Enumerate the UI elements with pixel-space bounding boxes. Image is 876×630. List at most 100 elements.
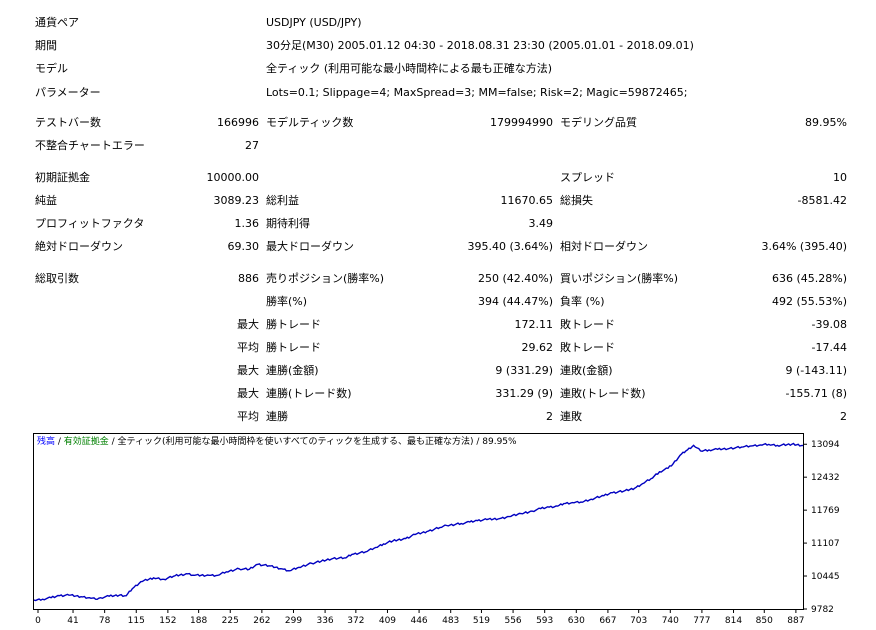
largest-loss-value: -39.08: [811, 318, 847, 331]
avg-cons-wins-value: 2: [546, 410, 553, 423]
x-tick-label: 41: [67, 616, 78, 626]
long-label: 買いポジション(勝率%): [560, 272, 679, 285]
largest-loss-label: 敗トレード: [560, 318, 615, 331]
win-value: 394 (44.47%): [477, 295, 553, 308]
max-cons-prefix: 最大: [237, 364, 259, 377]
ticks-label: モデルティック数: [266, 116, 354, 129]
short-label: 売りポジション(勝率%): [266, 272, 385, 285]
gross-loss-label: 総損失: [560, 194, 593, 207]
average-prefix: 平均: [237, 341, 259, 354]
y-tick-label: 10445: [811, 572, 840, 582]
payoff-label: 期待利得: [266, 217, 310, 230]
trades-value: 886: [238, 272, 259, 285]
x-axis: 0 41 78 115 152 188 225 262 299 336 372 409 446 483 51…: [35, 609, 804, 626]
rel-dd-label: 相対ドローダウン: [560, 240, 648, 253]
quality-label: モデリング品質: [560, 116, 637, 129]
chart-title-equity: 有効証拠金: [64, 435, 109, 447]
x-tick-label: 703: [630, 616, 647, 626]
max-dd-label: 最大ドローダウン: [266, 240, 354, 253]
largest-prefix: 最大: [237, 318, 259, 331]
balance-chart-svg: 残高 / 有効証拠金 / 全ティック(利用可能な最小時間枠を使いすべてのティック…: [33, 433, 840, 626]
spread-value: 10: [833, 171, 847, 184]
win-label: 勝率(%): [266, 295, 308, 308]
period-value: 30分足(M30) 2005.01.12 04:30 - 2018.08.31 …: [266, 39, 694, 52]
deposit-value: 10000.00: [206, 171, 260, 184]
x-tick-label: 850: [756, 616, 773, 626]
loss-label: 負率 (%): [560, 295, 605, 308]
max-cons-losses-label: 連敗(金額): [560, 364, 613, 377]
largest-win-label: 勝トレード: [266, 318, 321, 331]
pf-label: プロフィットファクタ: [35, 217, 145, 230]
x-tick-label: 262: [253, 616, 270, 626]
y-tick-label: 13094: [811, 440, 840, 450]
x-tick-label: 593: [536, 616, 553, 626]
max-cons-losses-value: 9 (-143.11): [785, 364, 847, 377]
x-tick-label: 225: [222, 616, 239, 626]
x-tick-label: 887: [787, 616, 804, 626]
x-tick-label: 152: [159, 616, 176, 626]
x-tick-label: 299: [285, 616, 302, 626]
loss-value: 492 (55.53%): [771, 295, 847, 308]
rel-dd-value: 3.64% (395.40): [761, 240, 847, 253]
net-label: 純益: [35, 194, 57, 207]
chart-title-sep: /: [55, 437, 64, 447]
x-tick-label: 188: [190, 616, 207, 626]
avg-cons-losses-value: 2: [840, 410, 847, 423]
avg-cons-wins-label: 連勝: [266, 410, 288, 423]
symbol-value: USDJPY (USD/JPY): [266, 16, 362, 29]
x-tick-label: 446: [410, 616, 427, 626]
errors-value: 27: [245, 139, 259, 152]
gross-loss-value: -8581.42: [797, 194, 847, 207]
x-tick-label: 630: [568, 616, 585, 626]
x-tick-label: 777: [693, 616, 710, 626]
gross-profit-label: 総利益: [266, 194, 299, 207]
x-tick-label: 483: [442, 616, 459, 626]
gross-profit-value: 11670.65: [500, 194, 554, 207]
long-value: 636 (45.28%): [771, 272, 847, 285]
trades-label: 総取引数: [35, 272, 79, 285]
chart-title-balance: 残高: [37, 435, 55, 447]
x-tick-label: 336: [316, 616, 333, 626]
avg-win-label: 勝トレード: [266, 341, 321, 354]
y-tick-label: 11769: [811, 506, 840, 516]
max-cons-wins-label: 連勝(金額): [266, 364, 319, 377]
balance-line: [33, 442, 804, 602]
bars-value: 166996: [217, 116, 259, 129]
max-cons2-prefix: 最大: [237, 387, 259, 400]
period-label: 期間: [35, 39, 57, 52]
ticks-value: 179994990: [490, 116, 553, 129]
chart-title-model: / 全ティック(利用可能な最小時間枠を使いすべてのティックを生成する、最も正確な…: [109, 435, 517, 447]
max-cons-profit-value: 331.29 (9): [495, 387, 553, 400]
symbol-label: 通貨ペア: [35, 16, 79, 29]
y-tick-label: 11107: [811, 539, 840, 549]
errors-label: 不整合チャートエラー: [35, 139, 145, 152]
avg-cons-losses-label: 連敗: [560, 410, 582, 423]
x-tick-label: 814: [725, 616, 742, 626]
avg-win-value: 29.62: [521, 341, 554, 354]
x-tick-label: 115: [128, 616, 145, 626]
x-tick-label: 78: [99, 616, 111, 626]
deposit-label: 初期証拠金: [35, 171, 90, 184]
abs-dd-label: 絶対ドローダウン: [35, 240, 123, 253]
max-dd-value: 395.40 (3.64%): [467, 240, 553, 253]
bars-label: テストバー数: [35, 116, 101, 129]
abs-dd-value: 69.30: [227, 240, 260, 253]
y-axis: 13094 12432 11769 11107 10445 9782: [803, 440, 840, 615]
model-value: 全ティック (利用可能な最小時間枠による最も正確な方法): [266, 62, 553, 75]
spread-label: スプレッド: [560, 171, 615, 184]
max-cons-loss-label: 連敗(トレード数): [560, 387, 646, 400]
x-tick-label: 740: [662, 616, 679, 626]
max-cons-profit-label: 連勝(トレード数): [266, 387, 352, 400]
chart-title: 残高 / 有効証拠金 / 全ティック(利用可能な最小時間枠を使いすべてのティック…: [37, 435, 517, 447]
params-value: Lots=0.1; Slippage=4; MaxSpread=3; MM=fa…: [266, 86, 688, 99]
avg-loss-label: 敗トレード: [560, 341, 615, 354]
avg-cons-prefix: 平均: [237, 410, 259, 423]
y-tick-label: 12432: [811, 473, 840, 483]
x-tick-label: 0: [35, 616, 41, 626]
x-tick-label: 409: [379, 616, 396, 626]
balance-chart: 残高 / 有効証拠金 / 全ティック(利用可能な最小時間枠を使いすべてのティック…: [33, 433, 873, 628]
y-tick-label: 9782: [811, 605, 834, 615]
avg-loss-value: -17.44: [811, 341, 847, 354]
quality-value: 89.95%: [805, 116, 847, 129]
params-label: パラメーター: [35, 86, 101, 99]
